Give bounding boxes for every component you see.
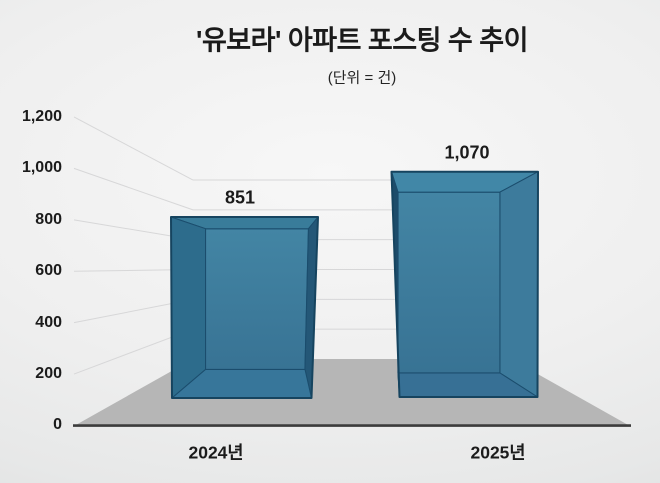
x-category-2024: 2024년 xyxy=(188,442,244,463)
bar-back-face xyxy=(397,191,501,374)
bar-right-face xyxy=(499,171,539,398)
bar-2025 xyxy=(390,170,539,398)
y-tick-200: 200 xyxy=(35,365,62,382)
bar-2024 xyxy=(170,216,319,399)
y-tick-800: 800 xyxy=(35,211,62,228)
chart-floor xyxy=(74,359,630,426)
y-tick-400: 400 xyxy=(35,314,62,331)
gridline-side xyxy=(73,167,194,211)
y-tick-1200: 1,200 xyxy=(21,108,62,125)
chart-title: '유보라' 아파트 포스팅 수 추이 xyxy=(196,25,528,56)
y-tick-0: 0 xyxy=(53,416,62,433)
chart-subtitle: (단위 = 건) xyxy=(327,69,397,87)
value-label-2025: 1,070 xyxy=(444,142,490,163)
x-category-2025: 2025년 xyxy=(470,442,526,463)
y-tick-600: 600 xyxy=(35,262,62,279)
bar-left-face xyxy=(170,216,206,399)
y-tick-1000: 1,000 xyxy=(21,159,62,176)
value-label-2024: 851 xyxy=(224,187,256,208)
bar-back-face xyxy=(204,228,310,371)
gridline-side xyxy=(73,116,194,181)
